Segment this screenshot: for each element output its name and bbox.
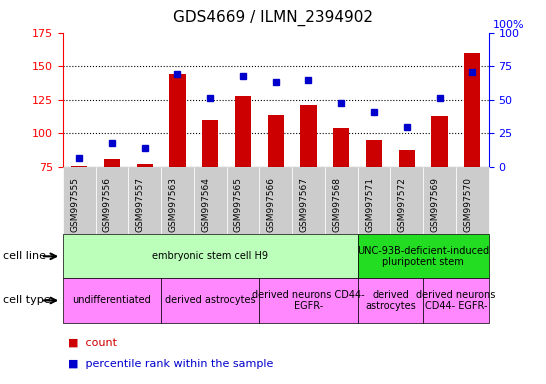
Bar [464, 53, 480, 167]
Text: GSM997569: GSM997569 [431, 177, 440, 232]
Text: GSM997568: GSM997568 [333, 177, 341, 232]
Text: ■  percentile rank within the sample: ■ percentile rank within the sample [68, 359, 274, 369]
Text: GSM997566: GSM997566 [267, 177, 276, 232]
Text: GSM997556: GSM997556 [103, 177, 112, 232]
Text: undifferentiated: undifferentiated [73, 295, 151, 306]
Text: ■  count: ■ count [68, 338, 117, 348]
Text: GSM997565: GSM997565 [234, 177, 243, 232]
Text: UNC-93B-deficient-induced
pluripotent stem: UNC-93B-deficient-induced pluripotent st… [357, 245, 489, 267]
Bar [399, 150, 415, 167]
Text: derived
astrocytes: derived astrocytes [365, 290, 416, 311]
Bar [366, 140, 382, 167]
Bar [235, 96, 251, 167]
Text: 100%: 100% [493, 20, 525, 30]
Text: GSM997557: GSM997557 [136, 177, 145, 232]
Text: embryonic stem cell H9: embryonic stem cell H9 [152, 251, 268, 262]
Bar [333, 128, 349, 167]
Bar [202, 120, 218, 167]
Text: GSM997563: GSM997563 [169, 177, 177, 232]
Bar [300, 105, 317, 167]
Text: cell type: cell type [3, 295, 50, 306]
Bar [268, 115, 284, 167]
Bar [104, 159, 120, 167]
Text: GSM997571: GSM997571 [365, 177, 374, 232]
Text: derived neurons
CD44- EGFR-: derived neurons CD44- EGFR- [416, 290, 496, 311]
Text: GSM997564: GSM997564 [201, 177, 210, 232]
Bar [136, 164, 153, 167]
Bar [431, 116, 448, 167]
Text: cell line: cell line [3, 251, 46, 262]
Text: GSM997555: GSM997555 [70, 177, 79, 232]
Text: GDS4669 / ILMN_2394902: GDS4669 / ILMN_2394902 [173, 10, 373, 26]
Bar [169, 74, 186, 167]
Text: derived neurons CD44-
EGFR-: derived neurons CD44- EGFR- [252, 290, 365, 311]
Text: GSM997572: GSM997572 [398, 177, 407, 232]
Text: derived astrocytes: derived astrocytes [165, 295, 256, 306]
Text: GSM997567: GSM997567 [300, 177, 308, 232]
Bar [71, 166, 87, 167]
Text: GSM997570: GSM997570 [464, 177, 472, 232]
